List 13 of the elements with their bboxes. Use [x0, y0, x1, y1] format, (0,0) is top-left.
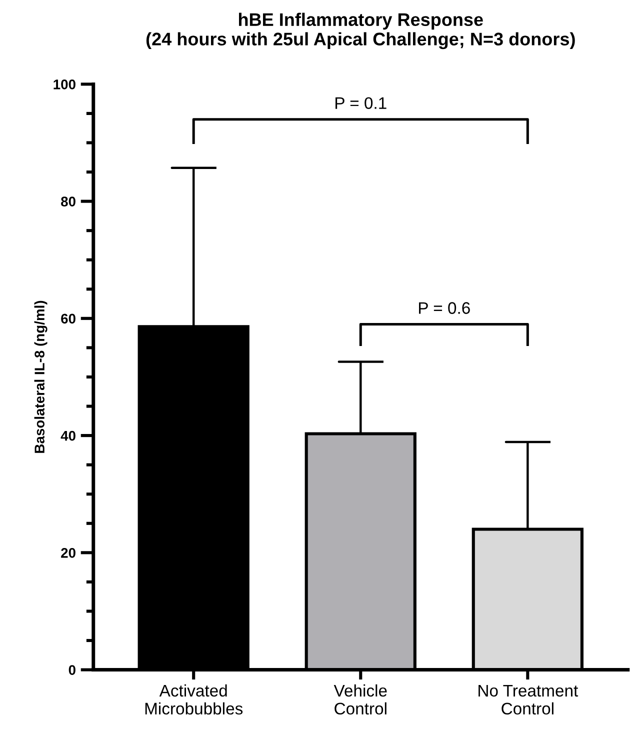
y-tick-label: 100 — [54, 80, 76, 90]
y-tick-label: 40 — [60, 430, 76, 441]
annotation: P = 0.6 — [419, 302, 470, 314]
y-tick-label: 20 — [61, 548, 76, 558]
y-tick-label: 60 — [61, 314, 76, 324]
y-tick-label: 80 — [61, 196, 76, 206]
chart-title: hBE Inflammatory Response (24 hours with 25ul Apical Challenge; N=3 donors) — [146, 12, 575, 50]
x-tick-label: Vehicle Control — [334, 684, 387, 715]
x-tick-label: Activated Microbubbles — [145, 684, 243, 715]
annotation: P = 0.1 — [336, 97, 386, 109]
y-axis-title: Basolateral IL-8 (ng/ml) — [34, 300, 48, 453]
y-tick-label: 0 — [68, 665, 76, 675]
x-tick-label: No Treatment Control — [478, 684, 578, 715]
